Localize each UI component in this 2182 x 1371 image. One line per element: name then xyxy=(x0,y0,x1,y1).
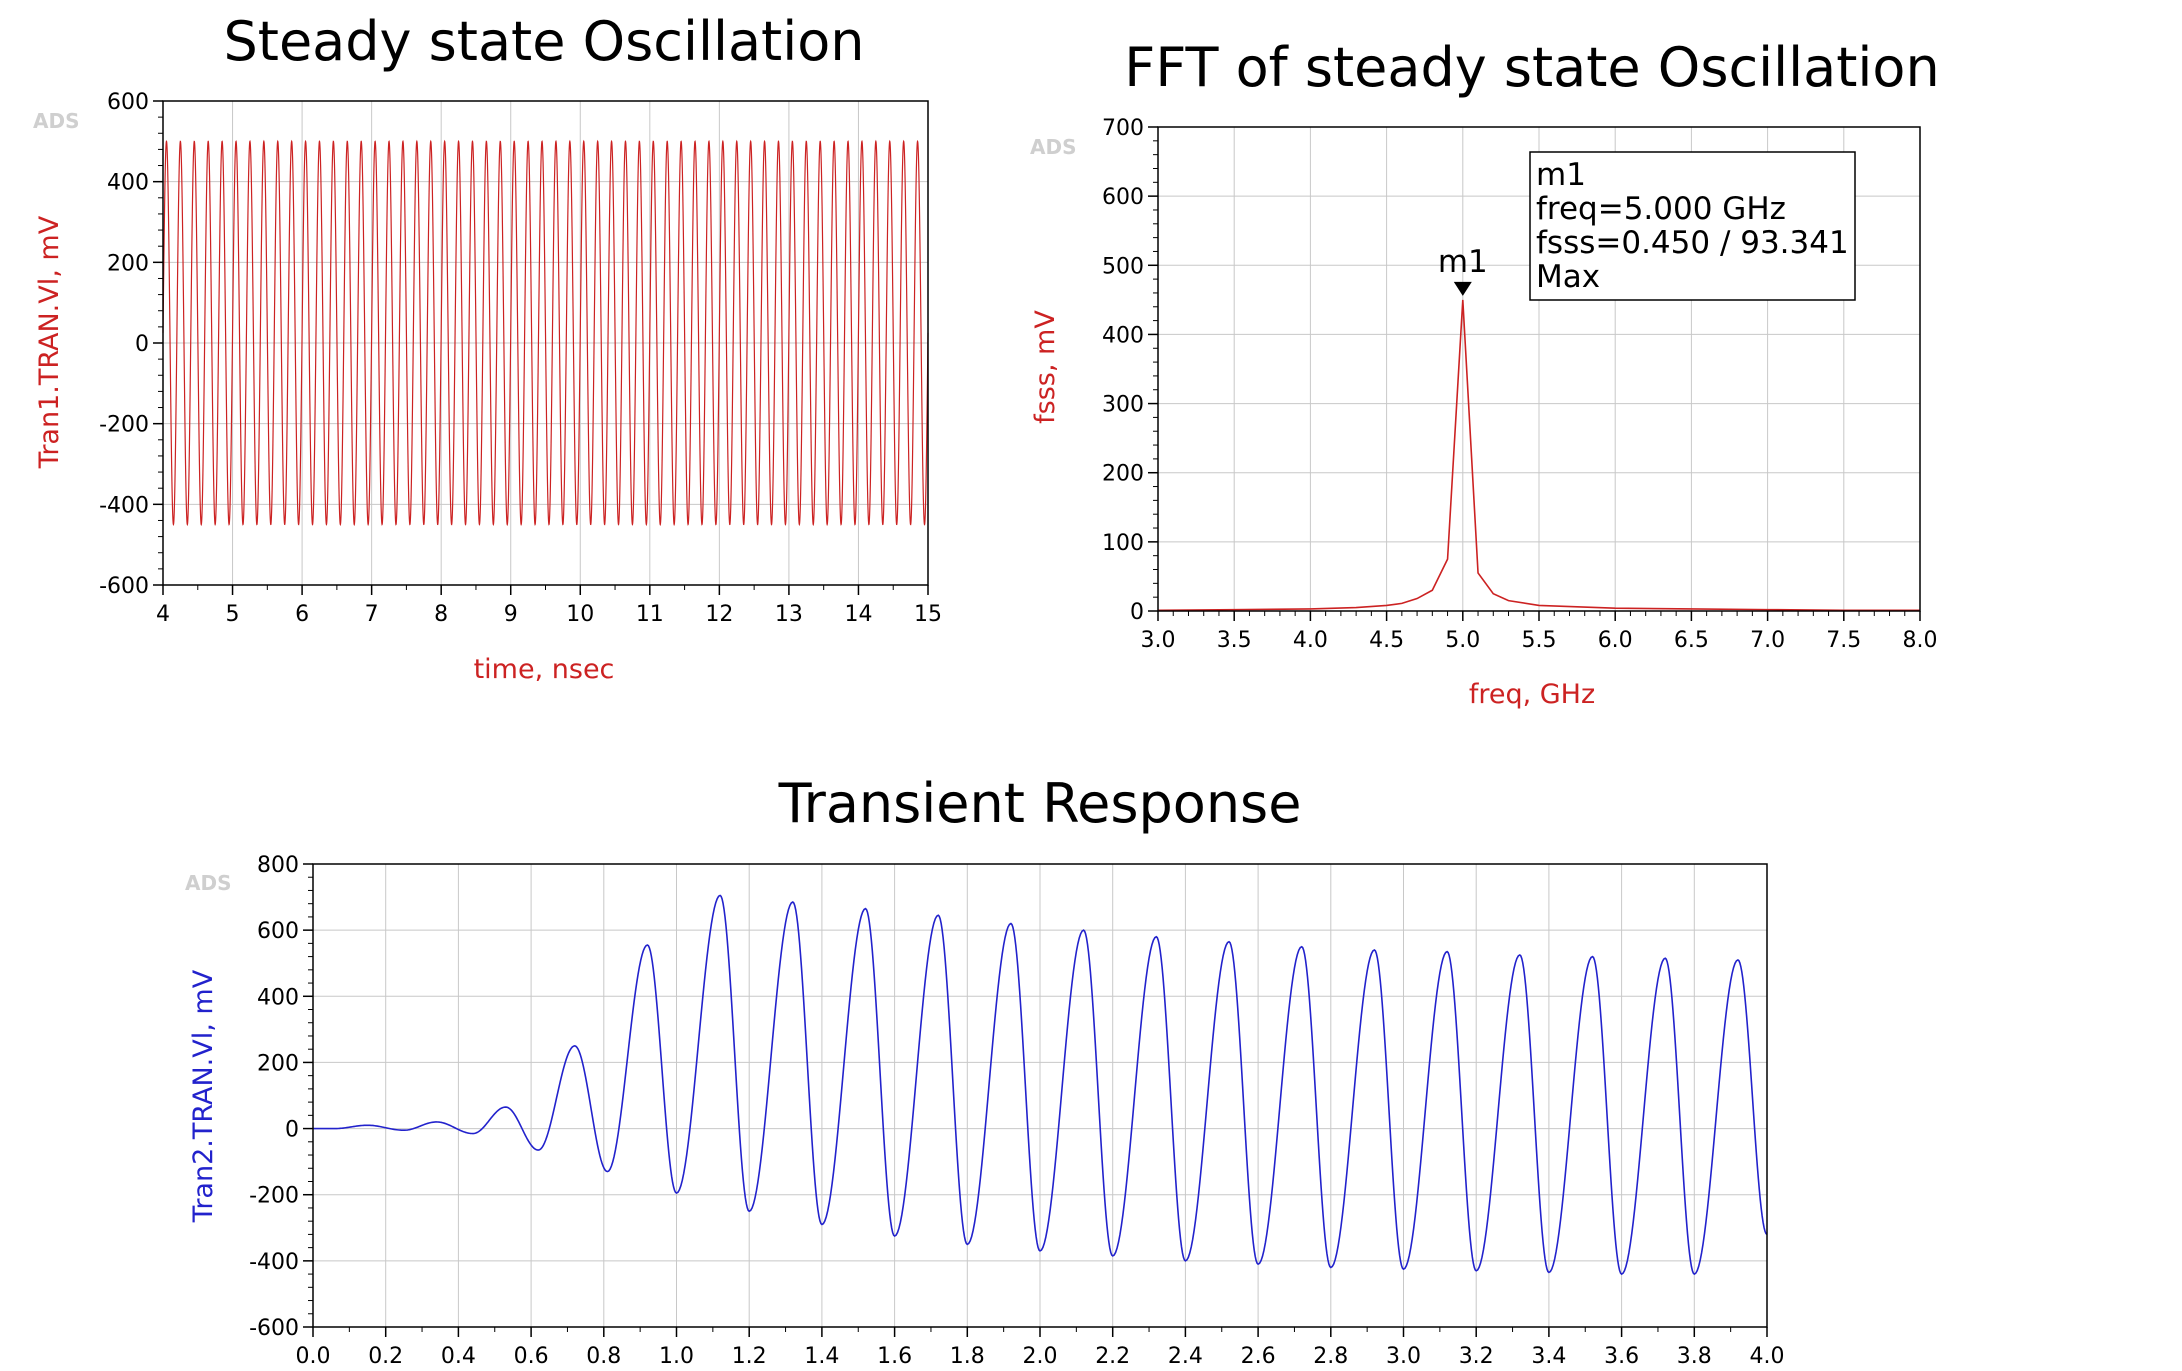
y-tick-label: -400 xyxy=(99,493,149,518)
x-tick-label: 0.8 xyxy=(586,1344,621,1369)
ads-watermark: ADS xyxy=(33,109,79,133)
plot-frame xyxy=(1157,126,1921,612)
y-axis-label: Tran2.TRAN.Vl, mV xyxy=(188,969,219,1223)
x-tick-label: 1.6 xyxy=(877,1344,912,1369)
x-tick-label: 4 xyxy=(156,602,170,627)
marker-label: m1 xyxy=(1438,244,1488,280)
x-tick-label: 8 xyxy=(434,602,448,627)
x-tick-label: 3.0 xyxy=(1141,628,1176,653)
x-tick-label: 5.0 xyxy=(1445,628,1480,653)
fft-chart: FFT of steady state Oscillation ADS fsss… xyxy=(1030,36,1940,710)
y-tick-label: 300 xyxy=(1102,393,1144,418)
x-tick-label: 3.5 xyxy=(1217,628,1252,653)
series-line xyxy=(1157,299,1920,612)
y-tick-label: 400 xyxy=(1102,323,1144,348)
x-tick-label: 0.0 xyxy=(296,1344,331,1369)
y-tick-label: 0 xyxy=(135,332,149,357)
series-line xyxy=(162,139,929,527)
marker-triangle xyxy=(1453,281,1472,296)
x-tick-label: 2.8 xyxy=(1313,1344,1348,1369)
y-tick-label: 700 xyxy=(1102,116,1144,141)
x-tick-label: 4.5 xyxy=(1369,628,1404,653)
x-tick-label: 5 xyxy=(226,602,240,627)
x-tick-label: 4.0 xyxy=(1750,1344,1785,1369)
x-tick-label: 14 xyxy=(844,602,872,627)
marker-readout-line: Max xyxy=(1536,259,1600,295)
x-axis-label: freq, GHz xyxy=(1469,679,1595,710)
ads-watermark: ADS xyxy=(185,871,231,895)
y-tick-label: 400 xyxy=(107,171,149,196)
y-tick-label: 0 xyxy=(1130,600,1144,625)
x-tick-label: 7 xyxy=(365,602,379,627)
x-tick-label: 8.0 xyxy=(1903,628,1938,653)
x-tick-label: 13 xyxy=(775,602,803,627)
x-tick-label: 3.8 xyxy=(1677,1344,1712,1369)
x-tick-label: 6.0 xyxy=(1598,628,1633,653)
y-tick-label: 800 xyxy=(257,853,299,878)
x-tick-label: 10 xyxy=(566,602,594,627)
x-tick-label: 0.4 xyxy=(441,1344,476,1369)
series-line xyxy=(313,894,1768,1276)
chart-title: Transient Response xyxy=(778,772,1302,835)
x-tick-label: 1.0 xyxy=(659,1344,694,1369)
plot-frame xyxy=(162,100,929,586)
y-tick-label: -600 xyxy=(99,574,149,599)
x-tick-label: 0.2 xyxy=(368,1344,403,1369)
steady-state-chart: Steady state Oscillation ADS Tran1.TRAN.… xyxy=(33,10,942,685)
chart-title: Steady state Oscillation xyxy=(224,10,865,73)
y-tick-label: 200 xyxy=(107,251,149,276)
marker-readout-box xyxy=(1529,151,1856,301)
x-tick-label: 2.0 xyxy=(1023,1344,1058,1369)
y-tick-label: -200 xyxy=(99,413,149,438)
x-tick-label: 6 xyxy=(295,602,309,627)
x-tick-label: 6.5 xyxy=(1674,628,1709,653)
y-tick-label: -600 xyxy=(249,1316,299,1341)
chart-title: FFT of steady state Oscillation xyxy=(1124,36,1939,99)
marker-readout-line: fsss=0.450 / 93.341 xyxy=(1536,225,1849,261)
ads-watermark: ADS xyxy=(1030,135,1076,159)
x-tick-label: 7.0 xyxy=(1750,628,1785,653)
x-tick-label: 3.0 xyxy=(1386,1344,1421,1369)
y-tick-label: 400 xyxy=(257,985,299,1010)
x-tick-label: 3.6 xyxy=(1604,1344,1639,1369)
x-tick-label: 2.4 xyxy=(1168,1344,1203,1369)
x-tick-label: 1.2 xyxy=(732,1344,767,1369)
y-tick-label: 200 xyxy=(1102,462,1144,487)
x-tick-label: 3.4 xyxy=(1531,1344,1566,1369)
x-tick-label: 11 xyxy=(636,602,664,627)
x-tick-label: 3.2 xyxy=(1459,1344,1494,1369)
x-axis-label: time, nsec xyxy=(474,654,615,685)
y-tick-label: 600 xyxy=(1102,185,1144,210)
y-axis-label: Tran1.TRAN.Vl, mV xyxy=(34,215,65,469)
x-tick-label: 12 xyxy=(705,602,733,627)
y-tick-label: 600 xyxy=(107,90,149,115)
x-tick-label: 5.5 xyxy=(1522,628,1557,653)
x-tick-label: 0.6 xyxy=(514,1344,549,1369)
y-tick-label: 200 xyxy=(257,1051,299,1076)
x-tick-label: 15 xyxy=(914,602,942,627)
y-tick-label: 0 xyxy=(285,1118,299,1143)
y-axis-label: fsss, mV xyxy=(1030,310,1061,424)
x-tick-label: 1.8 xyxy=(950,1344,985,1369)
x-tick-label: 2.6 xyxy=(1241,1344,1276,1369)
y-tick-label: 500 xyxy=(1102,254,1144,279)
x-tick-label: 9 xyxy=(504,602,518,627)
x-tick-label: 7.5 xyxy=(1826,628,1861,653)
y-tick-label: 600 xyxy=(257,919,299,944)
marker-readout-line: freq=5.000 GHz xyxy=(1536,191,1786,227)
transient-response-chart: Transient Response ADS Tran2.TRAN.Vl, mV… xyxy=(185,772,1785,1369)
marker-readout-line: m1 xyxy=(1536,157,1586,193)
plot-frame xyxy=(312,863,1768,1328)
y-tick-label: 100 xyxy=(1102,531,1144,556)
x-tick-label: 2.2 xyxy=(1095,1344,1130,1369)
x-tick-label: 1.4 xyxy=(804,1344,839,1369)
y-tick-label: -400 xyxy=(249,1250,299,1275)
x-tick-label: 4.0 xyxy=(1293,628,1328,653)
y-tick-label: -200 xyxy=(249,1184,299,1209)
